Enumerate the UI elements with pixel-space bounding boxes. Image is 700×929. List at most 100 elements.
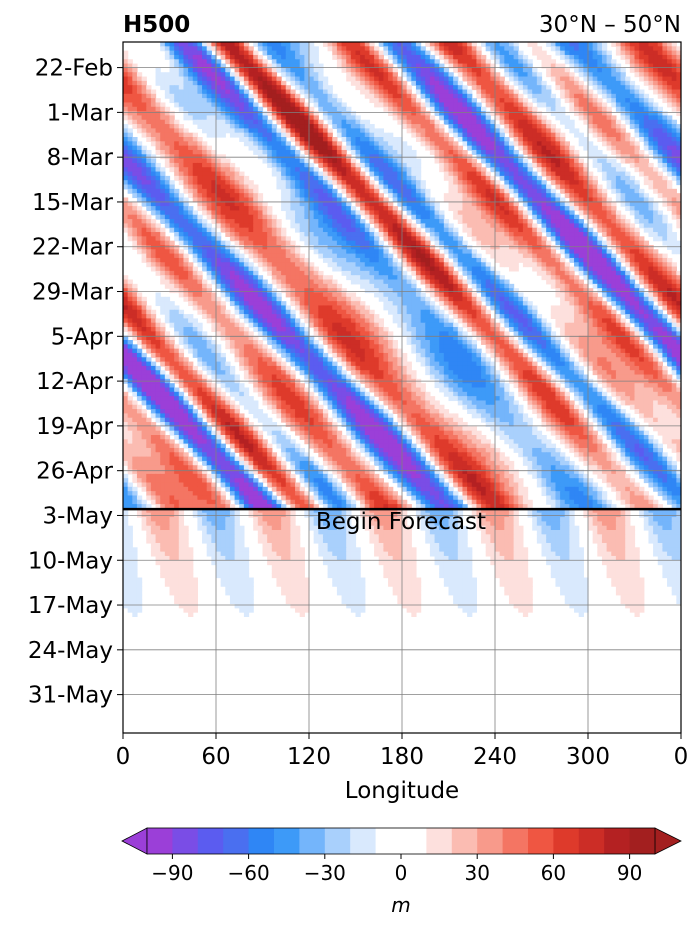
field-cell	[490, 158, 496, 164]
field-cell	[313, 223, 319, 229]
field-cell	[429, 149, 436, 155]
field-cell	[350, 141, 357, 147]
field-cell	[309, 180, 315, 186]
field-cell	[378, 50, 384, 56]
field-cell	[150, 193, 157, 199]
field-cell	[239, 236, 245, 242]
field-cell	[304, 219, 310, 224]
field-cell	[471, 201, 477, 207]
field-cell	[522, 137, 529, 142]
field-cell	[495, 59, 501, 65]
field-cell	[360, 149, 366, 155]
field-cell	[369, 167, 375, 173]
field-cell	[522, 244, 529, 250]
field-cell	[309, 219, 315, 224]
field-cell	[574, 197, 580, 203]
field-cell	[369, 171, 375, 177]
field-cell	[485, 244, 491, 250]
field-cell	[457, 240, 464, 246]
field-cell	[178, 124, 185, 129]
field-cell	[657, 85, 663, 91]
field-cell	[178, 175, 185, 181]
field-cell	[560, 72, 566, 78]
field-cell	[197, 223, 203, 229]
field-cell	[481, 145, 487, 151]
field-cell	[508, 167, 515, 173]
field-cell	[406, 167, 412, 173]
field-cell	[597, 76, 603, 82]
field-cell	[285, 124, 291, 129]
field-cell	[225, 128, 231, 134]
field-cell	[248, 201, 254, 207]
field-cell	[588, 119, 594, 125]
field-cell	[508, 180, 515, 186]
field-cell	[555, 128, 561, 134]
field-cell	[322, 85, 329, 91]
field-cell	[629, 149, 636, 155]
field-cell	[281, 119, 287, 125]
field-cell	[322, 175, 329, 181]
field-cell	[415, 111, 422, 117]
field-cell	[448, 197, 454, 203]
field-cell	[336, 227, 343, 233]
field-cell	[467, 132, 473, 138]
field-cell	[648, 244, 654, 250]
field-cell	[597, 158, 603, 164]
field-cell	[490, 193, 496, 199]
field-cell	[453, 149, 459, 155]
field-cell	[202, 180, 208, 186]
field-cell	[657, 67, 663, 73]
field-cell	[178, 149, 185, 155]
field-cell	[457, 158, 464, 164]
field-cell	[508, 197, 515, 203]
field-cell	[425, 236, 431, 242]
field-cell	[169, 227, 175, 233]
field-cell	[583, 184, 589, 190]
field-cell	[453, 227, 459, 233]
field-cell	[318, 145, 324, 151]
field-cell	[513, 93, 519, 99]
field-cell	[555, 232, 561, 237]
field-cell	[197, 236, 203, 242]
field-cell	[471, 210, 477, 216]
field-cell	[490, 149, 496, 155]
field-cell	[467, 158, 473, 164]
field-cell	[155, 98, 161, 104]
field-cell	[532, 145, 538, 151]
field-cell	[611, 236, 617, 242]
field-cell	[648, 180, 654, 186]
field-cell	[202, 76, 208, 82]
field-cell	[434, 137, 440, 142]
field-cell	[225, 201, 231, 207]
field-cell	[429, 93, 436, 99]
field-cell	[657, 162, 663, 168]
field-cell	[574, 98, 580, 104]
field-cell	[634, 102, 640, 108]
field-cell	[136, 145, 143, 151]
field-cell	[564, 244, 570, 250]
field-cell	[299, 201, 305, 207]
field-cell	[476, 76, 482, 82]
field-cell	[192, 219, 198, 224]
field-cell	[485, 72, 491, 78]
field-cell	[476, 111, 482, 117]
field-cell	[202, 219, 208, 224]
field-cell	[327, 162, 333, 168]
field-cell	[657, 111, 663, 117]
field-cell	[267, 223, 273, 229]
field-cell	[202, 197, 208, 203]
field-cell	[648, 132, 654, 138]
field-cell	[169, 197, 175, 203]
field-cell	[495, 180, 501, 186]
field-cell	[611, 210, 617, 216]
field-cell	[564, 80, 570, 86]
field-cell	[160, 210, 166, 216]
field-cell	[192, 236, 198, 242]
field-cell	[676, 210, 681, 216]
field-cell	[574, 184, 580, 190]
field-cell	[285, 184, 291, 190]
field-cell	[564, 42, 570, 47]
field-cell	[243, 201, 250, 207]
field-cell	[662, 219, 668, 224]
field-cell	[411, 162, 417, 168]
